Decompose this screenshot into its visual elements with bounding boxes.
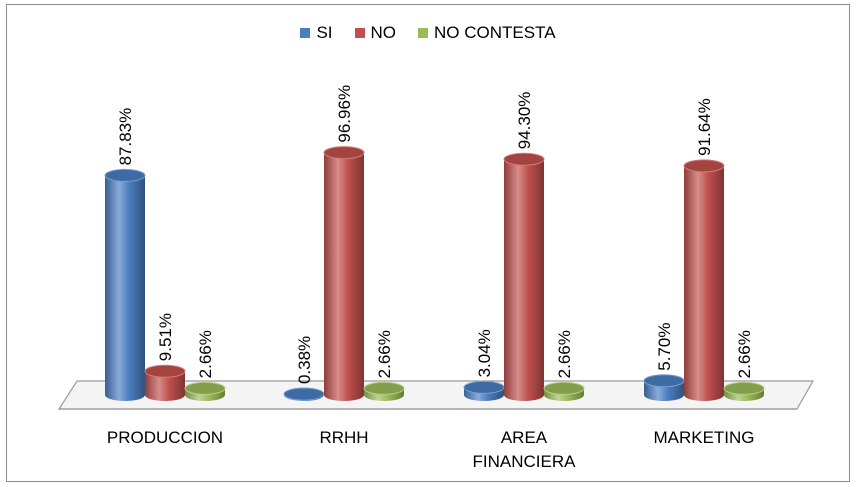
- legend-label-no-contesta: NO CONTESTA: [434, 23, 556, 42]
- data-label-area-financiera-si: 3.04%: [475, 329, 494, 377]
- legend-item-no: NO: [354, 23, 397, 43]
- category-label-rrhh: RRHH: [319, 428, 368, 447]
- data-label-marketing-no-contesta: 2.66%: [735, 330, 754, 378]
- legend-item-si: SI: [300, 23, 333, 43]
- bar-area-financiera-si: [463, 380, 505, 401]
- data-label-produccion-si: 87.83%: [116, 108, 135, 166]
- data-label-marketing-si: 5.70%: [655, 323, 674, 371]
- legend-swatch-no: [354, 28, 365, 38]
- data-label-area-financiera-no-contesta: 2.66%: [555, 330, 574, 378]
- data-label-rrhh-no: 96.96%: [335, 85, 354, 143]
- bar-produccion-no: [144, 364, 186, 401]
- bar-area-financiera-no-contesta: [543, 381, 585, 401]
- bar-marketing-si: [643, 374, 685, 401]
- bar-rrhh-no-contesta: [363, 381, 405, 401]
- category-label-produccion: PRODUCCION: [107, 428, 223, 447]
- bar-area-financiera-no: [503, 152, 545, 401]
- data-label-rrhh-no-contesta: 2.66%: [375, 330, 394, 378]
- legend-label-si: SI: [316, 23, 333, 42]
- legend-swatch-no-contesta: [418, 28, 429, 38]
- bar-marketing-no: [683, 159, 725, 401]
- bar-rrhh-no: [323, 146, 365, 401]
- bar-produccion-no-contesta: [184, 381, 226, 401]
- legend: SI NO NO CONTESTA: [7, 23, 849, 43]
- chart-plot: 87.83% 9.51% 2.66% PRODUCCION 0.38% 96.96% 2.6…: [57, 85, 815, 471]
- bar-rrhh-si: [283, 387, 325, 401]
- legend-item-no-contesta: NO CONTESTA: [418, 23, 556, 43]
- data-label-rrhh-si: 0.38%: [295, 336, 314, 384]
- data-label-area-financiera-no: 94.30%: [515, 92, 534, 150]
- category-label-area-financiera: AREA FINANCIERA: [473, 428, 577, 471]
- bar-produccion-si: [104, 168, 146, 401]
- chart-frame: SI NO NO CONTESTA 87.83% 9.51% 2.66% PRODUCCI…: [6, 4, 850, 482]
- data-label-produccion-no: 9.51%: [156, 313, 175, 361]
- legend-label-no: NO: [370, 23, 397, 42]
- category-label-marketing: MARKETING: [653, 428, 754, 447]
- data-label-produccion-no-contesta: 2.66%: [196, 330, 215, 378]
- legend-swatch-si: [300, 28, 311, 38]
- bar-marketing-no-contesta: [723, 381, 765, 401]
- data-label-marketing-no: 91.64%: [695, 98, 714, 156]
